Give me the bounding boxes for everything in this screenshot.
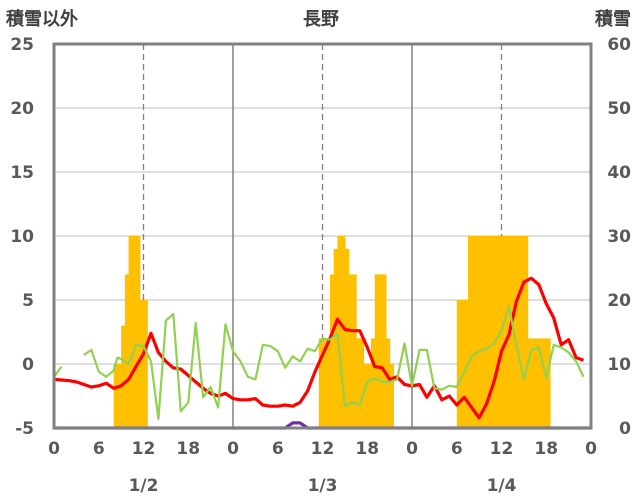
date-label: 1/3 — [308, 476, 338, 496]
x-tick-label: 12 — [311, 439, 335, 459]
snow-depth-bar — [512, 236, 521, 428]
left-tick-label: 20 — [10, 99, 34, 119]
left-tick-label: 15 — [10, 163, 34, 183]
right-tick-label: 10 — [607, 355, 631, 375]
snow-depth-bar — [460, 300, 469, 428]
snow-depth-bar — [318, 338, 327, 428]
snow-depth-bar — [535, 338, 544, 428]
left-tick-label: 25 — [10, 35, 34, 55]
snow-depth-bar — [475, 236, 484, 428]
left-tick-label: -5 — [15, 419, 34, 439]
date-label: 1/4 — [487, 476, 517, 496]
x-tick-label: 6 — [451, 439, 463, 459]
right-tick-label: 50 — [607, 99, 631, 119]
plot-frame — [52, 42, 593, 430]
wind-line — [83, 305, 585, 421]
snow-depth-bars — [113, 236, 551, 428]
snow-depth-bar — [542, 338, 551, 428]
snow-depth-bar — [139, 300, 148, 428]
left-tick-label: 5 — [22, 291, 34, 311]
x-tick-label: 18 — [176, 439, 200, 459]
snow-depth-bar — [341, 248, 350, 428]
x-tick-label: 0 — [406, 439, 418, 459]
date-label: 1/2 — [129, 476, 159, 496]
left-axis-label: 積雪以外 — [5, 8, 78, 30]
chart-title: 長野 — [303, 9, 339, 30]
x-tick-label: 18 — [355, 439, 379, 459]
snow-depth-bar — [527, 338, 536, 428]
right-tick-label: 40 — [607, 163, 631, 183]
snow-depth-bar — [363, 364, 372, 428]
x-tick-label: 18 — [534, 439, 558, 459]
x-tick-label: 0 — [585, 439, 597, 459]
x-tick-label: 0 — [48, 439, 60, 459]
x-tick-label: 12 — [490, 439, 514, 459]
x-tick-label: 6 — [93, 439, 105, 459]
snow-depth-bar — [490, 236, 499, 428]
snow-depth-bar — [482, 236, 491, 428]
snow-depth-bar — [113, 364, 122, 428]
x-tick-label: 0 — [227, 439, 239, 459]
right-tick-label: 20 — [607, 291, 631, 311]
x-tick-label: 12 — [132, 439, 156, 459]
snow-depth-bar — [520, 236, 529, 428]
right-tick-label: 60 — [607, 35, 631, 55]
left-tick-label: 0 — [22, 355, 34, 375]
temperature-line — [53, 276, 585, 420]
right-tick-label: 30 — [607, 227, 631, 247]
snow-depth-bar — [385, 364, 394, 428]
snow-depth-bar — [132, 236, 141, 428]
x-tick-label: 6 — [272, 439, 284, 459]
snow-depth-bar — [467, 236, 476, 428]
left-tick-label: 10 — [10, 227, 34, 247]
right-axis-label: 積雪 — [594, 8, 631, 30]
right-tick-label: 0 — [619, 419, 631, 439]
plot-border — [52, 42, 593, 430]
